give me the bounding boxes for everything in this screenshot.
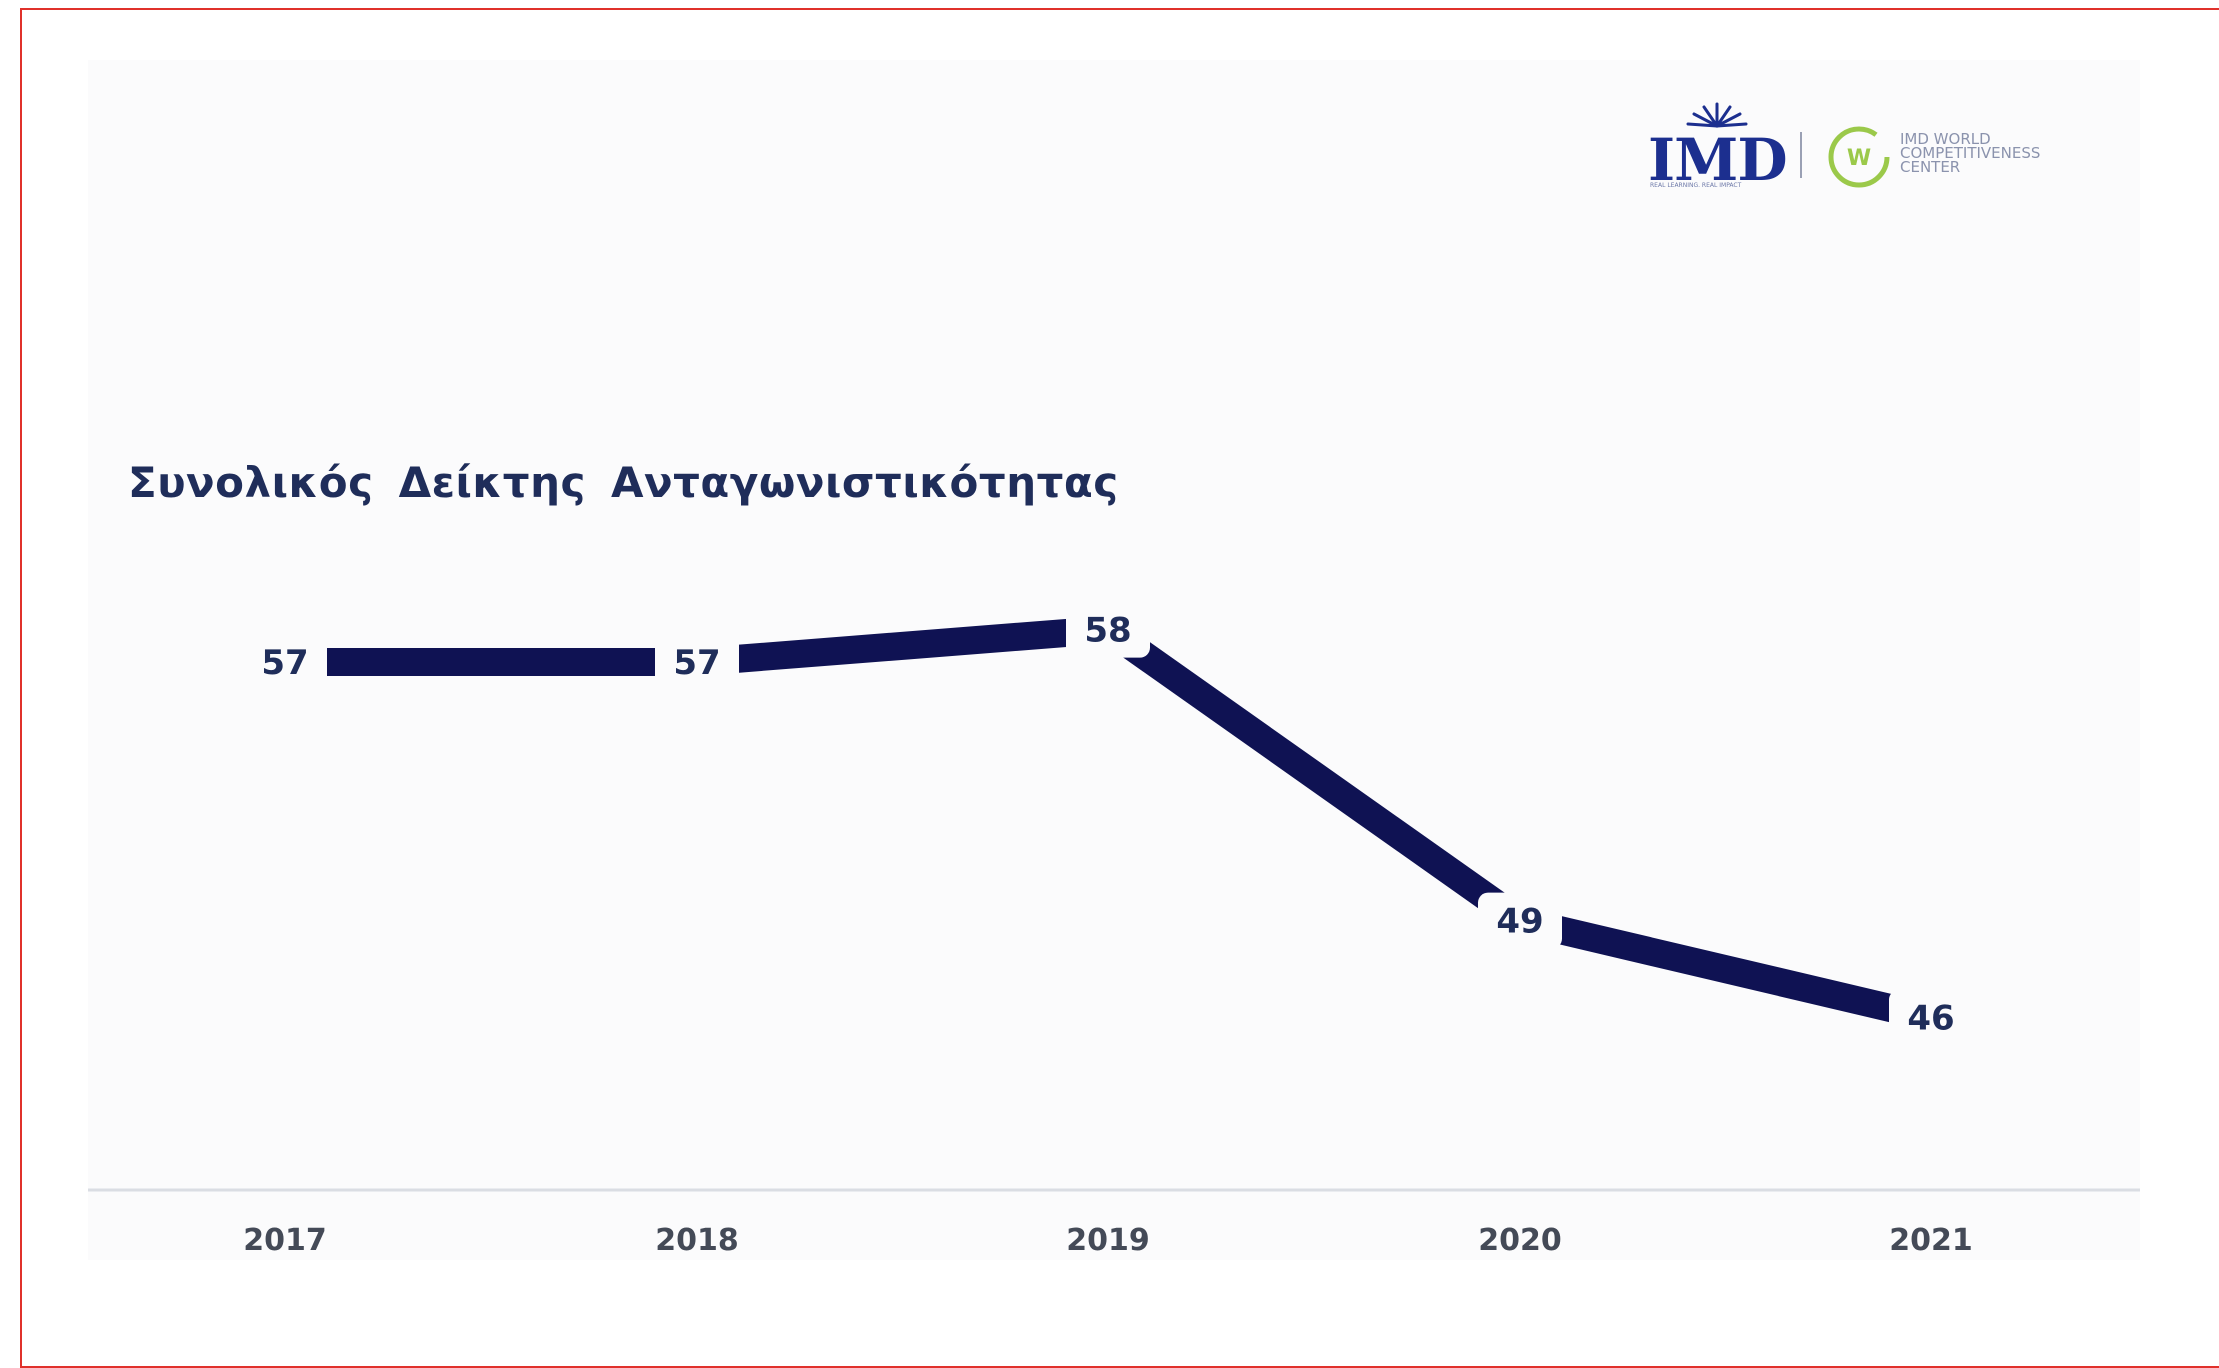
x-tick-2021: 2021 xyxy=(1889,1223,1973,1258)
data-point-2018 xyxy=(655,634,739,690)
data-label-2021: 46 xyxy=(1907,999,1954,1039)
wcc-logo-text: IMD WORLD COMPETITIVENESS CENTER xyxy=(1900,130,2041,176)
data-label-2018: 57 xyxy=(673,643,720,683)
data-label-2017: 57 xyxy=(261,643,308,683)
series-layer xyxy=(285,615,1935,1032)
data-point-2020 xyxy=(1478,892,1562,949)
data-label-2019: 58 xyxy=(1084,611,1131,651)
data-point-2017 xyxy=(243,634,327,690)
imd-sunburst-icon xyxy=(1686,102,1748,128)
svg-text:W: W xyxy=(1847,146,1871,171)
x-tick-2017: 2017 xyxy=(243,1223,327,1258)
data-label-2020: 49 xyxy=(1496,902,1543,942)
imd-logo-tagline: REAL LEARNING. REAL IMPACT xyxy=(1650,182,1742,189)
logo-divider xyxy=(1800,132,1802,178)
chart-title: Συνολικός Δείκτης Ανταγωνιστικότητας xyxy=(128,458,1119,507)
series-line-segment-2020-2021 xyxy=(1516,907,1935,1032)
x-tick-2019: 2019 xyxy=(1066,1223,1150,1258)
wcc-logo-icon: W xyxy=(1828,126,1890,188)
series-line-segment-2018-2019 xyxy=(695,615,1110,676)
data-point-2021 xyxy=(1889,989,1973,1046)
logo-area: IMD REAL LEARNING. REAL IMPACT W IMD WOR… xyxy=(1640,96,2090,196)
data-point-2019 xyxy=(1066,601,1150,658)
data-labels: 57 57 58 49 46 xyxy=(243,601,1973,1046)
x-tick-labels: 2017 2018 2019 2020 2021 xyxy=(243,1223,1973,1258)
imd-logo-word: IMD xyxy=(1648,126,1788,194)
x-tick-2020: 2020 xyxy=(1478,1223,1562,1258)
x-tick-2018: 2018 xyxy=(655,1223,739,1258)
series-line-segment-2019-2020 xyxy=(1099,618,1529,933)
